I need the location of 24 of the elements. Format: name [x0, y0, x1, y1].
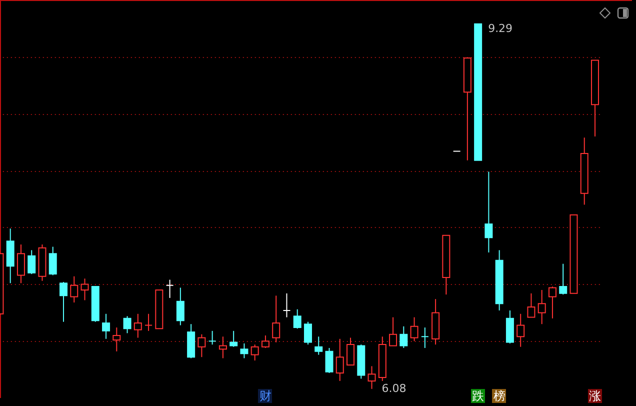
- candlestick: [495, 250, 504, 311]
- candlestick: [580, 137, 588, 206]
- candlestick: [484, 171, 493, 253]
- candlestick: [80, 278, 89, 301]
- annotation: 涨: [588, 389, 602, 403]
- candlestick: [282, 292, 291, 318]
- annotation: 6.08: [382, 382, 406, 395]
- candlestick: [272, 295, 280, 343]
- candlestick: [516, 313, 525, 348]
- candlestick: [112, 326, 121, 352]
- candlestick: [538, 289, 546, 325]
- candlestick: [166, 279, 174, 298]
- candlestick: [368, 366, 376, 390]
- candlestick: [6, 228, 14, 284]
- annotation: 9.29: [488, 22, 513, 35]
- candlestick: [420, 326, 429, 348]
- candlestick: [218, 336, 227, 359]
- candlestick: [102, 313, 110, 340]
- annotation: 榜: [492, 389, 506, 403]
- annotation: 跌: [471, 389, 486, 403]
- candlestick: [144, 313, 153, 332]
- annotation: 财: [258, 389, 272, 403]
- candlestick: [16, 244, 25, 284]
- candlestick: [336, 338, 344, 382]
